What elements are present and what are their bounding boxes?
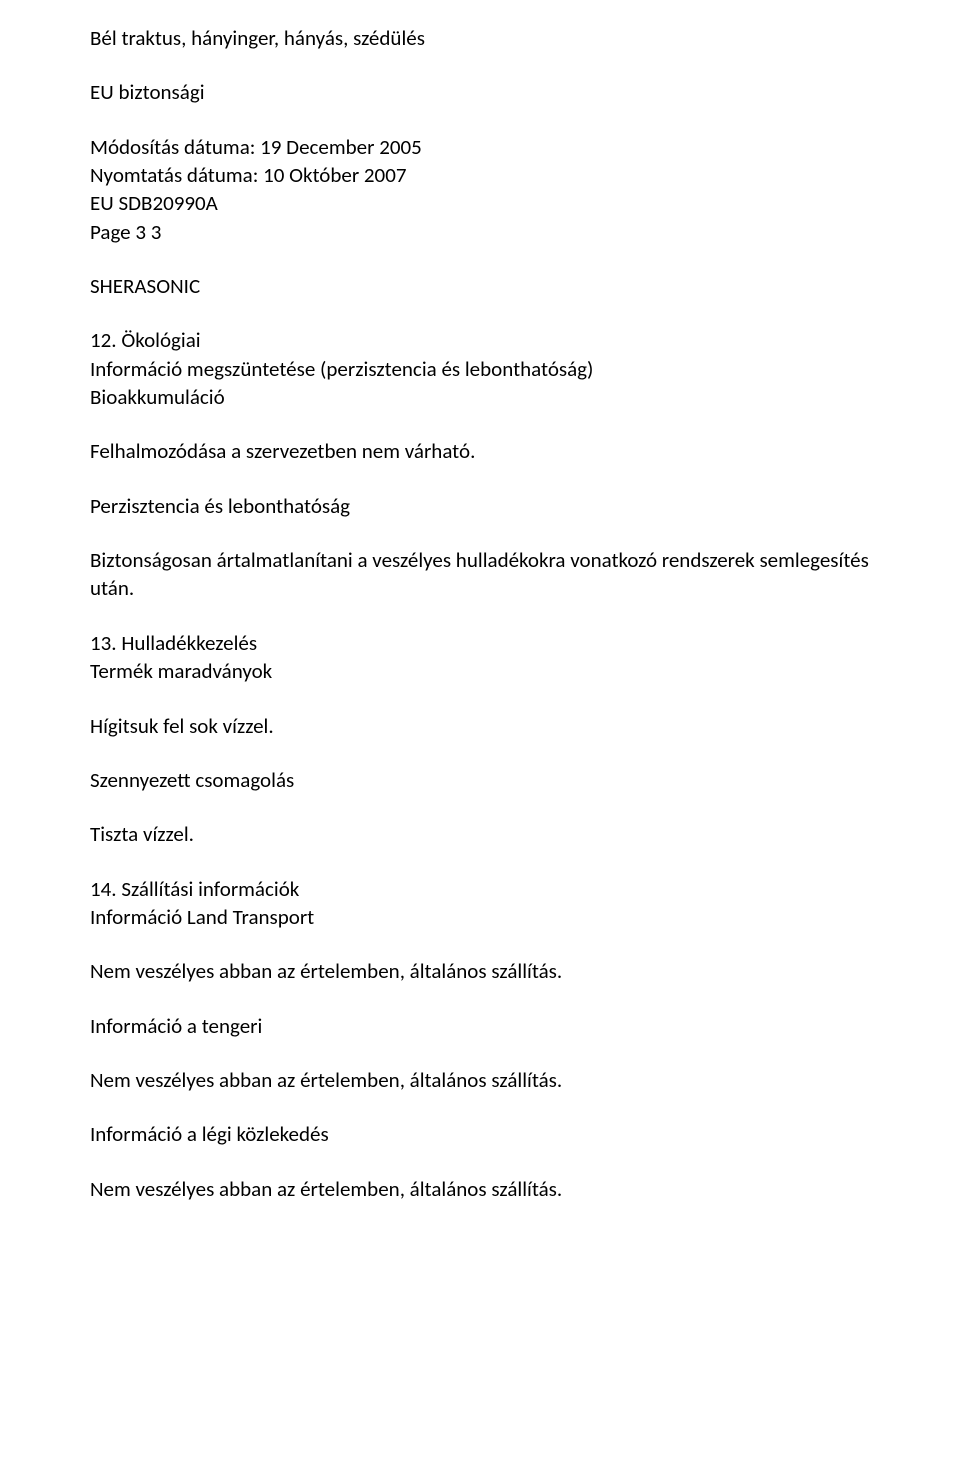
text-line: Szennyezett csomagolás [90, 766, 870, 794]
text-line: Perzisztencia és lebonthatóság [90, 492, 870, 520]
section-12-head: 12. Ökológiai Információ megszüntetése (… [90, 326, 870, 411]
section-12-body2: Perzisztencia és lebonthatóság [90, 492, 870, 520]
section-title: 14. Szállítási információk [90, 875, 870, 903]
text-line: Biztonságosan ártalmatlanítani a veszély… [90, 546, 870, 603]
text-line: Információ a légi közlekedés [90, 1120, 870, 1148]
intro-line: Bél traktus, hányinger, hányás, szédülés [90, 24, 870, 52]
section-14-head: 14. Szállítási információk Információ La… [90, 875, 870, 932]
text-line: Termék maradványok [90, 657, 870, 685]
text-line: Nem veszélyes abban az értelemben, által… [90, 1175, 870, 1203]
section-12-body1: Felhalmozódása a szervezetben nem várhat… [90, 437, 870, 465]
text-line: Nem veszélyes abban az értelemben, által… [90, 1066, 870, 1094]
section-13-body3: Tiszta vízzel. [90, 820, 870, 848]
text-line: SHERASONIC [90, 272, 870, 300]
text-line: Információ a tengeri [90, 1012, 870, 1040]
text-line: Tiszta vízzel. [90, 820, 870, 848]
text-line: Információ megszüntetése (perzisztencia … [90, 355, 870, 383]
text-line: Információ Land Transport [90, 903, 870, 931]
section-14-body4: Információ a légi közlekedés [90, 1120, 870, 1148]
section-13-body2: Szennyezett csomagolás [90, 766, 870, 794]
text-line: EU biztonsági [90, 78, 870, 106]
header-meta: Módosítás dátuma: 19 December 2005 Nyomt… [90, 133, 870, 246]
section-14-body2: Információ a tengeri [90, 1012, 870, 1040]
text-line: EU SDB20990A [90, 189, 870, 217]
section-14-body3: Nem veszélyes abban az értelemben, által… [90, 1066, 870, 1094]
section-14-body5: Nem veszélyes abban az értelemben, által… [90, 1175, 870, 1203]
text-line: Nem veszélyes abban az értelemben, által… [90, 957, 870, 985]
section-14-body1: Nem veszélyes abban az értelemben, által… [90, 957, 870, 985]
text-line: Felhalmozódása a szervezetben nem várhat… [90, 437, 870, 465]
text-line: Hígitsuk fel sok vízzel. [90, 712, 870, 740]
document-page: Bél traktus, hányinger, hányás, szédülés… [0, 0, 960, 1476]
section-title: 12. Ökológiai [90, 326, 870, 354]
section-12-body3: Biztonságosan ártalmatlanítani a veszély… [90, 546, 870, 603]
text-line: Nyomtatás dátuma: 10 Október 2007 [90, 161, 870, 189]
section-13-body1: Hígitsuk fel sok vízzel. [90, 712, 870, 740]
text-line: Page 3 3 [90, 218, 870, 246]
product-name: SHERASONIC [90, 272, 870, 300]
header-block: EU biztonsági [90, 78, 870, 106]
section-title: 13. Hulladékkezelés [90, 629, 870, 657]
section-13-head: 13. Hulladékkezelés Termék maradványok [90, 629, 870, 686]
text-line: Bél traktus, hányinger, hányás, szédülés [90, 24, 870, 52]
text-line: Bioakkumuláció [90, 383, 870, 411]
text-line: Módosítás dátuma: 19 December 2005 [90, 133, 870, 161]
